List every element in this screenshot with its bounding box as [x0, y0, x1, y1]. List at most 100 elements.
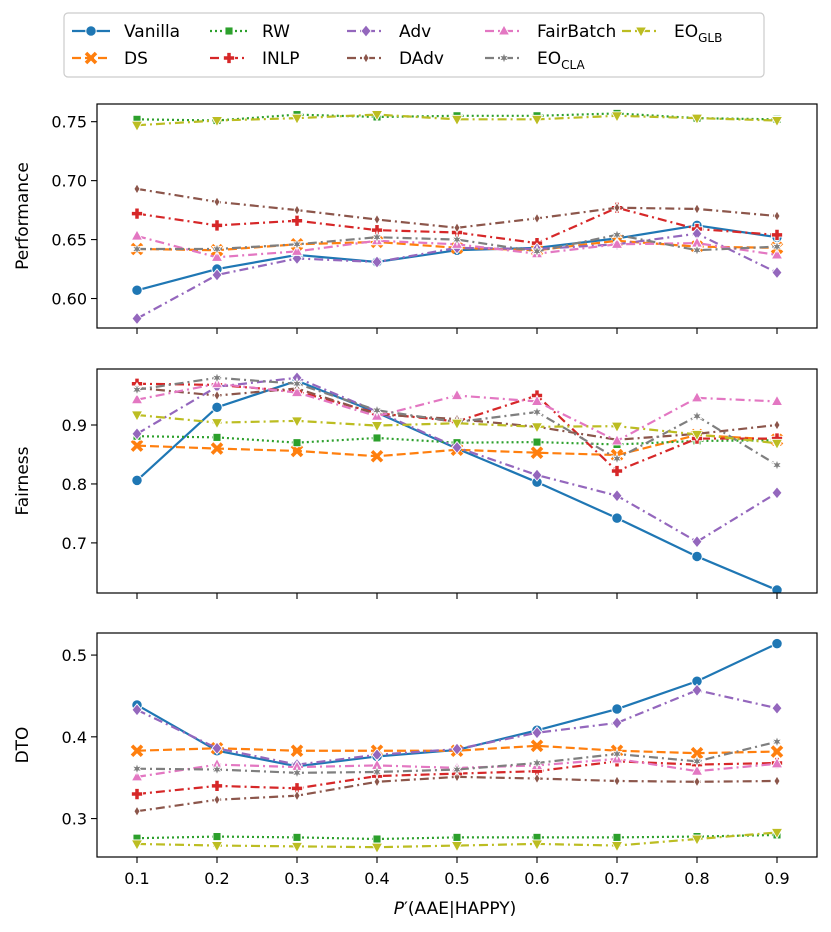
series-line-fairbatch [136, 757, 778, 778]
data-point-adv [691, 535, 703, 549]
data-point-rw [212, 832, 222, 842]
data-point-dadv [293, 789, 301, 802]
y-axis-label: Fairness [13, 446, 33, 515]
data-point-rw [452, 832, 462, 842]
legend-label-eoglb: EOGLB [674, 22, 722, 45]
legend-label-text-eocla: EO [537, 49, 561, 69]
data-point-eocla [531, 405, 543, 419]
data-point-rw [292, 832, 302, 842]
data-point-fairbatch [770, 756, 784, 769]
legend-label-sub-eocla: CLA [561, 58, 585, 72]
series-vanilla [131, 375, 783, 593]
data-point-eocla [771, 734, 783, 749]
series-line-dadv [136, 187, 778, 229]
y-tick-label: 0.70 [51, 172, 87, 191]
data-point-eoglb [450, 841, 464, 853]
plot-frame [96, 632, 818, 858]
data-point-eocla [611, 228, 623, 242]
x-tick-label: 0.1 [124, 869, 149, 888]
panels: 0.60 0.65 0.70 0.75 Performance 0.7 0.8 0.9 Fair… [13, 103, 818, 888]
series-eoglb [130, 828, 784, 855]
legend-label-text-fairbatch: FairBatch [537, 22, 616, 42]
series-eocla [131, 228, 783, 259]
series-line-eoglb [136, 413, 778, 445]
data-point-eocla [771, 458, 783, 472]
x-axis-label-p: P [394, 899, 405, 919]
data-point-vanilla [611, 703, 623, 715]
x-tick-label: 0.3 [284, 869, 309, 888]
data-point-eoglb [770, 438, 784, 451]
y-tick-label: 0.75 [51, 113, 87, 132]
data-point-fairbatch [130, 229, 144, 241]
data-point-dadv [773, 419, 781, 431]
data-point-eoglb [610, 421, 624, 434]
legend-label-text-dadv: DAdv [399, 49, 444, 69]
plot-frame [96, 368, 818, 594]
data-point-ds [290, 444, 304, 458]
x-tick-label: 0.2 [204, 869, 229, 888]
y-axis-label: Performance [13, 162, 33, 270]
data-point-eocla [211, 242, 223, 256]
data-point-eocla [451, 232, 463, 247]
legend-label-text-eoglb: EO [674, 22, 698, 42]
data-point-eocla [611, 451, 623, 466]
x-tick-label: 0.7 [604, 869, 629, 888]
data-point-inlp [610, 464, 624, 478]
data-point-adv [691, 683, 703, 697]
data-point-adv [371, 255, 383, 269]
panel-performance: 0.60 0.65 0.70 0.75 Performance [13, 103, 818, 334]
y-tick-label: 0.3 [62, 810, 87, 829]
data-point-fairbatch [450, 388, 464, 400]
data-point-inlp [210, 779, 224, 792]
data-point-eoglb [770, 828, 784, 840]
data-point-ds [530, 446, 544, 459]
data-point-ds [130, 744, 144, 757]
data-point-ds [370, 449, 384, 463]
data-point-eocla [771, 239, 783, 254]
legend-label-rw: RW [262, 22, 290, 42]
legend-marker-dadv [362, 52, 370, 64]
data-point-dadv [453, 771, 461, 783]
y-tick-label: 0.4 [62, 728, 87, 747]
series-line-inlp [136, 760, 778, 796]
data-point-dadv [773, 775, 781, 787]
data-point-eoglb [210, 841, 224, 853]
data-point-ds [210, 442, 224, 455]
data-point-eoglb [130, 120, 144, 133]
data-point-eoglb [290, 113, 304, 126]
data-point-dadv [373, 213, 381, 226]
data-point-eocla [531, 756, 543, 770]
data-point-eocla [211, 370, 223, 385]
data-point-eoglb [450, 114, 464, 127]
data-point-adv [611, 716, 623, 730]
data-point-eoglb [530, 422, 544, 434]
data-point-dadv [693, 775, 701, 788]
data-point-eoglb [130, 839, 144, 851]
legend-item-ds: DS [72, 49, 148, 69]
series-group [130, 108, 784, 326]
legend-marker-eocla [498, 51, 510, 65]
data-point-eocla [131, 382, 143, 397]
data-point-inlp [130, 788, 144, 801]
series-line-adv [136, 232, 778, 320]
y-tick-label: 0.5 [62, 646, 87, 665]
data-point-inlp [770, 228, 784, 241]
data-point-eoglb [130, 410, 144, 422]
legend-marker-fairbatch [497, 24, 511, 36]
data-point-rw [212, 432, 222, 442]
legend-item-rw: RW [210, 22, 290, 42]
data-point-eoglb [690, 834, 704, 846]
data-point-dadv [373, 775, 381, 788]
legend-label-inlp: INLP [262, 49, 299, 69]
data-point-eocla [371, 765, 383, 779]
data-point-rw [612, 832, 622, 842]
data-point-eoglb [690, 113, 704, 126]
legend-label-vanilla: Vanilla [124, 22, 180, 42]
data-point-dadv [213, 195, 221, 208]
data-point-eoglb [290, 841, 304, 854]
data-point-eocla [691, 243, 703, 258]
data-point-rw [532, 437, 542, 447]
data-point-eoglb [210, 418, 224, 430]
data-point-eoglb [290, 416, 304, 428]
data-point-eocla [131, 242, 143, 256]
